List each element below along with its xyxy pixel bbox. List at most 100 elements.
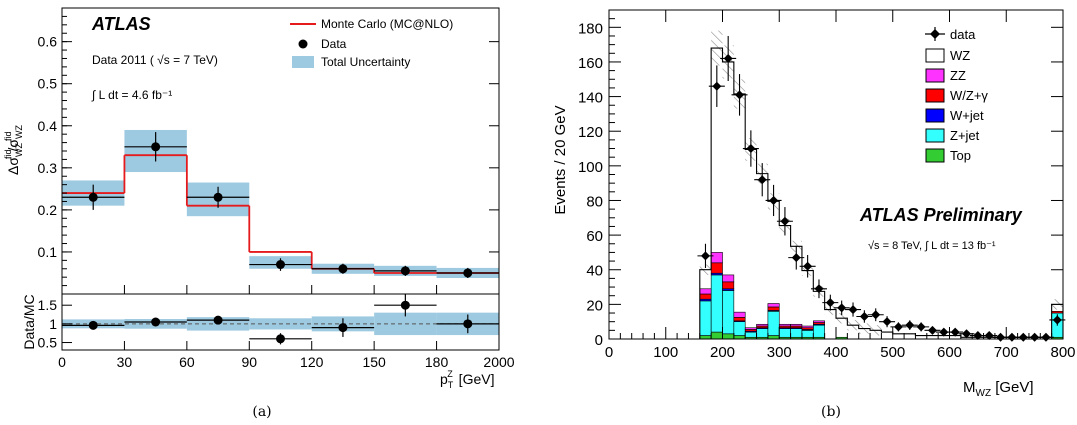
a-data-point-1 <box>151 142 161 152</box>
b-legend-wjet-label: W+jet <box>950 108 984 123</box>
b-data-point-24 <box>973 331 983 341</box>
b-bar-zz-0 <box>699 288 712 295</box>
a-ratio-point-1 <box>151 317 161 327</box>
b-ytick-label-7: 140 <box>578 90 603 107</box>
b-data-point-21 <box>939 327 949 337</box>
b-ytick-label-1: 20 <box>586 297 603 314</box>
b-bar-wz-2 <box>722 281 735 290</box>
b-ytick-label-4: 80 <box>586 193 603 210</box>
b-bar-zz-5 <box>756 323 769 327</box>
a-ratio-point-3 <box>276 334 285 344</box>
b-data-point-11 <box>825 298 835 308</box>
b-ytick-label-3: 60 <box>586 228 603 245</box>
b-bar-wz-6 <box>767 306 780 311</box>
b-data-point-22 <box>950 327 960 337</box>
b-data-point-3 <box>735 90 745 100</box>
a-text-line-1: Data 2011 ( √s = 7 TeV) <box>92 53 218 67</box>
b-bar-zz-3 <box>733 311 746 318</box>
b-bar-top-0 <box>699 335 712 340</box>
b-bar-zz-7 <box>778 323 791 327</box>
b-data-point-4 <box>746 144 756 154</box>
b-xtick-label-0: 0 <box>605 344 613 361</box>
b-xtick-label-4: 400 <box>823 344 848 361</box>
a-ratio-point-5 <box>400 300 410 310</box>
b-bar-zjet-4 <box>744 331 757 338</box>
b-legend-zjet-swatch <box>925 128 945 143</box>
a-legend-mc-label: Monte Carlo (MC@NLO) <box>321 17 453 31</box>
b-legend-data-label: data <box>950 27 976 42</box>
panel-b: 0 20 40 60 80 100 120 140 160 180 0 100 200 300 400 500… <box>552 9 1076 420</box>
b-data-point-5 <box>757 175 767 185</box>
a-ytick-label-3: 0.4 <box>38 118 58 134</box>
b-ylabel: Events / 20 GeV <box>552 105 569 214</box>
b-data-point-6 <box>769 195 779 205</box>
a-ratio-point-4 <box>338 323 348 333</box>
b-data-point-20 <box>927 325 937 335</box>
b-data-point-25 <box>984 331 994 341</box>
b-data-point-30 <box>1041 332 1051 342</box>
b-bar-zjet-2 <box>722 290 735 335</box>
a-ylabel: ΔσWZfid/σWZfid <box>3 124 24 175</box>
a-legend-band-symbol <box>292 56 314 68</box>
b-bar-zz-2 <box>722 274 735 283</box>
b-data-point-28 <box>1018 332 1028 342</box>
a-xtick-label-2: 60 <box>179 354 195 370</box>
a-ytick-label-0: 0.1 <box>38 244 58 260</box>
a-ytick-label-1: 0.2 <box>38 202 58 218</box>
b-bar-zjet-10 <box>812 324 825 338</box>
a-ratio-ytick-label-0: 0.5 <box>38 335 58 351</box>
b-bar-zjet-6 <box>767 310 780 336</box>
a-legend-data-symbol <box>298 39 308 49</box>
b-data-point-8 <box>791 253 801 263</box>
b-xtick-label-3: 300 <box>767 344 792 361</box>
b-ytick-label-0: 0 <box>595 332 603 349</box>
b-bar-wz-3 <box>733 317 746 322</box>
a-ytick-label-2: 0.3 <box>38 160 58 176</box>
b-frame <box>608 9 1064 340</box>
b-legend-wjet-swatch <box>925 108 945 123</box>
b-ytick-label-8: 160 <box>578 55 603 72</box>
b-xlabel: MWZ [GeV] <box>963 379 1034 399</box>
b-bar-zjet-7 <box>778 328 791 338</box>
a-ytick-label-4: 0.5 <box>38 76 58 92</box>
b-data-point-7 <box>780 216 790 226</box>
b-legend-top-label: Top <box>950 148 971 163</box>
b-bar-zz-6 <box>767 303 780 308</box>
b-bar-top-2 <box>722 333 735 340</box>
panel-a: 0.1 0.2 0.3 0.4 0.5 0.6 0.5 1 1.5 0 30 60 90 120 150 18… <box>3 7 515 420</box>
a-ratio-points <box>62 294 499 345</box>
a-data-point-5 <box>400 266 410 276</box>
b-data-point-18 <box>905 320 915 330</box>
b-legend: data WZ ZZ W/Z+γ W+jet Z+jet Top <box>925 27 988 163</box>
b-data-point-15 <box>871 310 881 320</box>
b-data-point-17 <box>893 322 903 332</box>
b-bar-zjet-9 <box>801 330 814 338</box>
b-data-point-29 <box>1030 332 1040 342</box>
b-text-line-1: √s = 8 TeV, ∫ L dt = 13 fb⁻¹ <box>868 240 996 252</box>
a-data-point-3 <box>276 260 285 270</box>
b-ytick-label-5: 100 <box>578 159 603 176</box>
a-data-point-4 <box>338 264 348 274</box>
a-xlabel: pTZ [GeV] <box>440 369 494 390</box>
b-bar-zjet-3 <box>733 321 746 336</box>
b-data-point-26 <box>996 332 1006 342</box>
b-legend-zz-swatch <box>925 68 945 83</box>
b-data-point-9 <box>803 261 813 271</box>
a-xtick-label-7: 2000 <box>483 354 514 370</box>
b-legend-wzgamma-swatch <box>925 88 945 103</box>
a-xtick-label-0: 0 <box>58 354 66 370</box>
b-xtick-label-8: 800 <box>1050 344 1075 361</box>
a-xtick-label-5: 150 <box>362 354 386 370</box>
a-axis-ticks: 0.1 0.2 0.3 0.4 0.5 0.6 0.5 1 1.5 0 30 60 90 120 150 18… <box>38 15 515 370</box>
b-bar-zz-4 <box>744 327 757 330</box>
b-bar-wz-31 <box>1051 310 1064 314</box>
a-ratio-ytick-label-1: 1 <box>49 316 57 332</box>
a-xtick-label-4: 120 <box>300 354 324 370</box>
b-data-point-19 <box>916 322 926 332</box>
a-xtick-label-3: 90 <box>241 354 257 370</box>
a-ratio-point-6 <box>463 319 473 329</box>
b-bar-zjet-1 <box>710 274 723 333</box>
a-uncertainty-band <box>62 129 499 279</box>
b-data-point-0 <box>700 251 710 261</box>
a-data-point-0 <box>88 192 98 202</box>
